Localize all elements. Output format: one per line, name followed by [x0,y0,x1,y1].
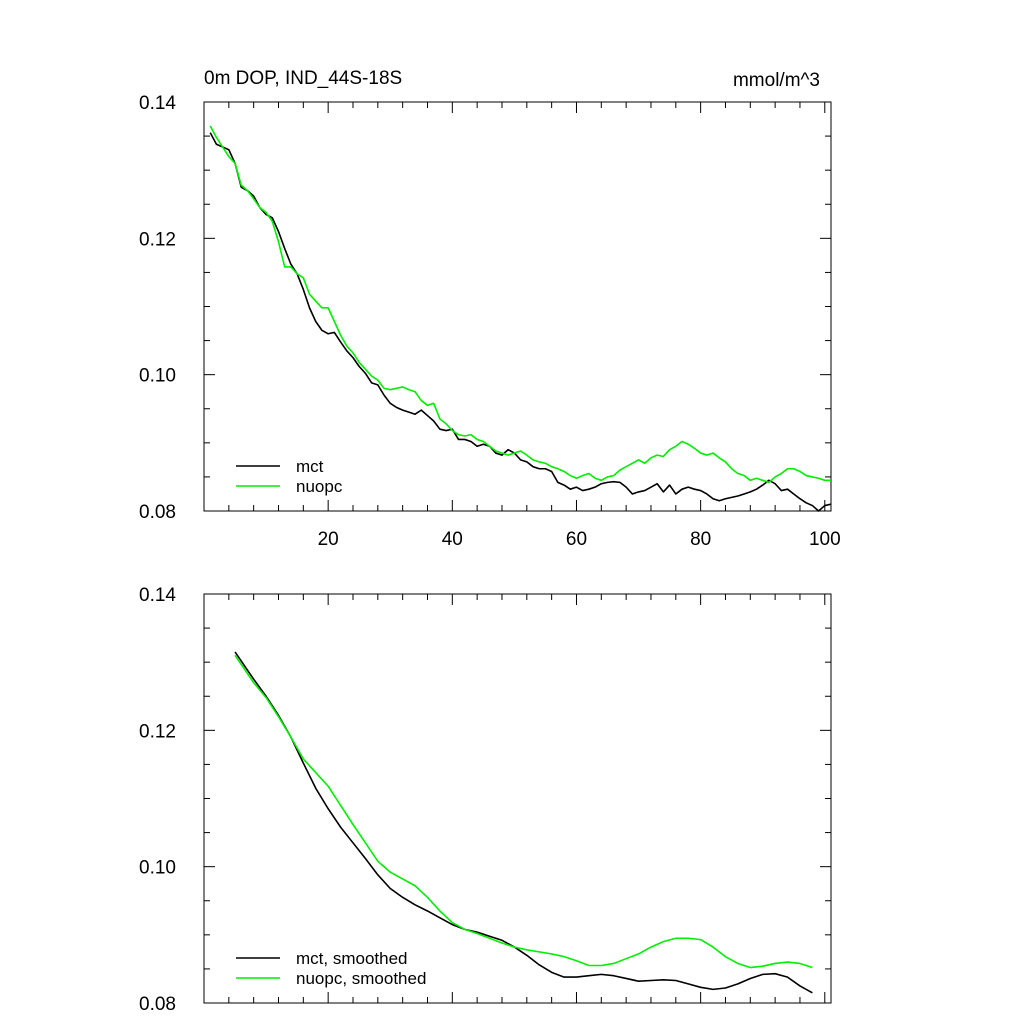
y-tick-label: 0.12 [139,721,176,742]
legend-label: mct, smoothed [296,949,408,968]
x-tick-label: 20 [318,529,339,550]
series-line-mct [209,132,832,512]
y-tick-label: 0.10 [139,858,176,879]
top-chart-title: 0m DOP, IND_44S-18S [204,68,402,89]
x-tick-label: 100 [809,529,841,550]
y-tick-label: 0.10 [139,366,176,387]
y-tick-label: 0.08 [139,502,176,523]
x-tick-label: 60 [566,529,587,550]
plot-frame-1 [203,593,832,1004]
legend-label: mct [296,457,324,476]
series-line-mct-smoothed [234,651,813,994]
x-tick-label: 40 [442,529,463,550]
legend-label: nuopc [296,477,343,496]
legend-label: nuopc, smoothed [296,969,426,988]
x-tick-label: 80 [690,529,711,550]
y-tick-label: 0.14 [139,93,176,114]
y-tick-label: 0.08 [139,994,176,1015]
plot-frame-0 [203,101,832,512]
series-line-nuopc-smoothed [234,654,813,969]
y-tick-label: 0.14 [139,585,176,606]
series-line-nuopc [209,125,831,484]
y-tick-label: 0.12 [139,229,176,250]
top-chart-units: mmol/m^3 [733,70,820,91]
